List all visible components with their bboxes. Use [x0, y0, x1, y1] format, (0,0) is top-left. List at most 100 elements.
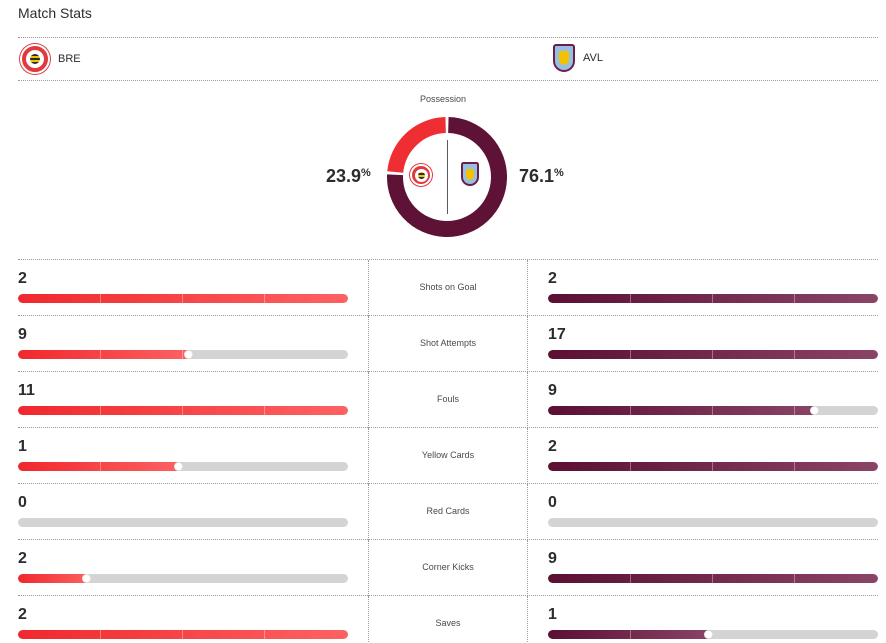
- stat-name: Shot Attempts: [419, 338, 477, 348]
- bar-segment-divider: [100, 294, 101, 303]
- stat-label-cell: Yellow Cards: [368, 428, 528, 484]
- stat-home-bar: [18, 518, 348, 527]
- stat-name: Saves: [435, 618, 461, 628]
- stat-name: Red Cards: [426, 506, 470, 516]
- stat-away: 2: [548, 260, 878, 316]
- away-team[interactable]: AVL: [553, 44, 603, 72]
- stat-home: 11: [18, 372, 348, 428]
- stat-away-bar: [548, 574, 878, 583]
- bar-segment-divider: [712, 462, 713, 471]
- stat-away-bar: [548, 518, 878, 527]
- stat-away-value: 0: [548, 494, 557, 511]
- bar-segment-divider: [630, 406, 631, 415]
- stat-home-bar: [18, 350, 348, 359]
- stat-away-bar-fill: [548, 574, 878, 583]
- possession-home-unit: %: [361, 167, 371, 179]
- stat-away-bar: [548, 462, 878, 471]
- stat-away-value: 9: [548, 550, 557, 567]
- bar-segment-divider: [712, 574, 713, 583]
- stat-away: 2: [548, 428, 878, 484]
- bar-segment-divider: [794, 350, 795, 359]
- bar-segment-divider: [182, 294, 183, 303]
- stat-name: Shots on Goal: [419, 282, 477, 292]
- bar-segment-divider: [264, 406, 265, 415]
- bar-segment-divider: [712, 350, 713, 359]
- bar-segment-divider: [630, 462, 631, 471]
- stat-home-bar: [18, 294, 348, 303]
- bar-segment-divider: [712, 294, 713, 303]
- stat-row: 9 Shot Attempts 17: [18, 315, 878, 372]
- stat-row: 0 Red Cards 0: [18, 483, 878, 540]
- stat-home-bar-fill: [18, 462, 183, 471]
- stat-row: 2 Saves 1: [18, 595, 878, 643]
- stat-label-cell: Red Cards: [368, 484, 528, 540]
- brentford-crest-icon: [20, 44, 50, 74]
- stat-home: 0: [18, 484, 348, 540]
- aston-villa-crest-icon: [461, 162, 479, 186]
- stat-away-value: 2: [548, 270, 557, 287]
- stat-away-bar: [548, 630, 878, 639]
- bar-segment-divider: [794, 574, 795, 583]
- bar-segment-divider: [630, 294, 631, 303]
- stat-label-cell: Shots on Goal: [368, 260, 528, 316]
- stat-name: Yellow Cards: [421, 450, 475, 460]
- possession-home-value: 23.9%: [326, 166, 371, 187]
- stat-label-cell: Fouls: [368, 372, 528, 428]
- stat-label-cell: Shot Attempts: [368, 316, 528, 372]
- possession-donut: [387, 117, 507, 237]
- stat-home-bar: [18, 406, 348, 415]
- bar-segment-divider: [100, 406, 101, 415]
- donut-home-logo: [410, 164, 432, 186]
- bar-segment-divider: [264, 294, 265, 303]
- stat-away-value: 17: [548, 326, 566, 343]
- possession-arc-away: [387, 117, 507, 237]
- bar-segment-divider: [100, 350, 101, 359]
- donut-divider: [447, 140, 448, 214]
- donut-away-logo: [461, 162, 479, 186]
- stat-row: 2 Shots on Goal 2: [18, 259, 878, 316]
- possession-away-number: 76.1: [519, 166, 555, 186]
- stat-home: 2: [18, 540, 348, 596]
- stat-name: Corner Kicks: [422, 562, 474, 572]
- possession-away-value: 76.1%: [519, 166, 564, 187]
- bar-segment-divider: [182, 350, 183, 359]
- stat-home-value: 2: [18, 270, 27, 287]
- stat-away-value: 2: [548, 438, 557, 455]
- stats-table: 2 Shots on Goal 2 9 Shot Attempts 17 11 Fouls 9 1…: [18, 259, 878, 643]
- stat-home-value: 0: [18, 494, 27, 511]
- stat-home-bar: [18, 462, 348, 471]
- stat-home-bar: [18, 630, 348, 639]
- possession-arc-home: [387, 117, 447, 174]
- stat-away: 1: [548, 596, 878, 643]
- stat-home-bar-fill: [18, 630, 348, 639]
- stat-away: 17: [548, 316, 878, 372]
- bar-segment-divider: [182, 406, 183, 415]
- stat-home-value: 2: [18, 606, 27, 623]
- stat-home-bar-fill: [18, 350, 193, 359]
- stat-away-bar-fill: [548, 406, 819, 415]
- bar-segment-divider: [630, 574, 631, 583]
- stat-home-bar-knob: [183, 350, 193, 359]
- match-stats-title: Match Stats: [18, 5, 92, 21]
- stat-home-value: 2: [18, 550, 27, 567]
- stat-home-bar-fill: [18, 294, 348, 303]
- stat-row: 11 Fouls 9: [18, 371, 878, 428]
- bar-segment-divider: [794, 462, 795, 471]
- stat-away-bar: [548, 350, 878, 359]
- stat-away-bar-fill: [548, 630, 713, 639]
- stat-home: 2: [18, 596, 348, 643]
- home-team[interactable]: BRE: [20, 44, 81, 74]
- stat-label-cell: Saves: [368, 596, 528, 643]
- bar-segment-divider: [794, 294, 795, 303]
- away-team-abbr: AVL: [583, 52, 603, 64]
- bar-segment-divider: [794, 406, 795, 415]
- stat-home-value: 11: [18, 382, 35, 399]
- stat-home-value: 1: [18, 438, 27, 455]
- stat-away-bar-fill: [548, 350, 878, 359]
- stat-label-cell: Corner Kicks: [368, 540, 528, 596]
- stat-away-value: 1: [548, 606, 557, 623]
- stat-home: 9: [18, 316, 348, 372]
- stat-home-value: 9: [18, 326, 27, 343]
- bar-segment-divider: [630, 350, 631, 359]
- possession-away-unit: %: [554, 167, 564, 179]
